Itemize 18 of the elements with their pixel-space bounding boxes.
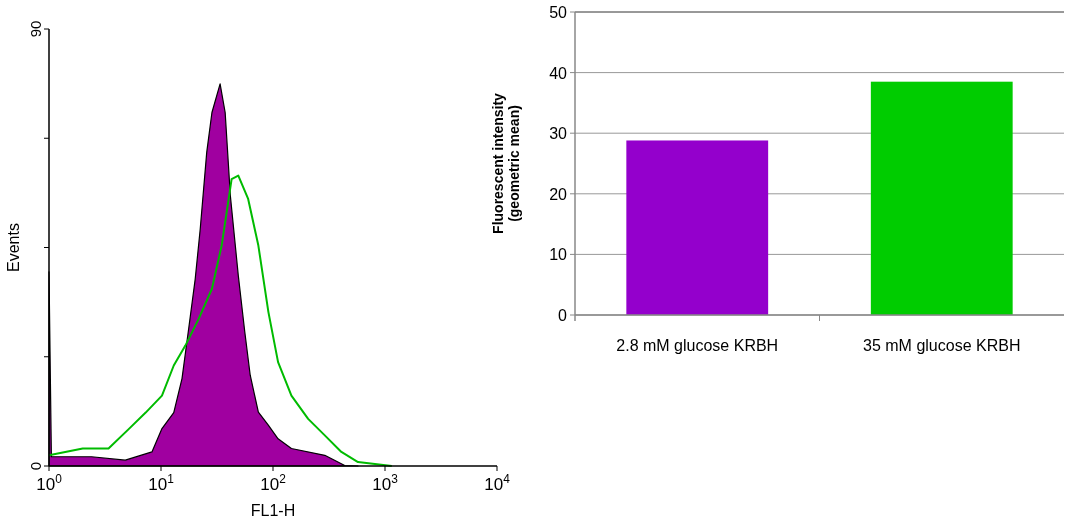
y-tick-label: 30: [549, 125, 568, 143]
x-tick-label: 2.8 mM glucose KRBH: [616, 337, 779, 354]
x-tick-label: 10$^{0}$: [36, 472, 63, 494]
y-tick-label: 0: [558, 307, 568, 324]
y-tick-label: 10: [549, 246, 568, 264]
y-tick-label: 90: [27, 20, 44, 38]
x-tick-label: 10$^{3}$: [372, 472, 399, 494]
x-tick-label: 35 mM glucose KRBH: [863, 337, 1021, 354]
x-tick-label: 10$^{2}$: [260, 472, 287, 494]
y-tick-label: 40: [549, 64, 568, 82]
x-axis-title: FL1-H: [250, 502, 296, 519]
y-tick-label: 20: [549, 185, 568, 203]
y-axis-title: Fluorescent intensity (geometric mean): [490, 92, 522, 234]
y-axis-title: Events: [5, 223, 22, 272]
x-tick-label: 10$^{1}$: [148, 472, 175, 494]
y-tick-label: 50: [549, 4, 568, 21]
x-tick-label: 10$^{4}$: [484, 472, 511, 494]
y-tick-label: 0: [27, 461, 44, 471]
